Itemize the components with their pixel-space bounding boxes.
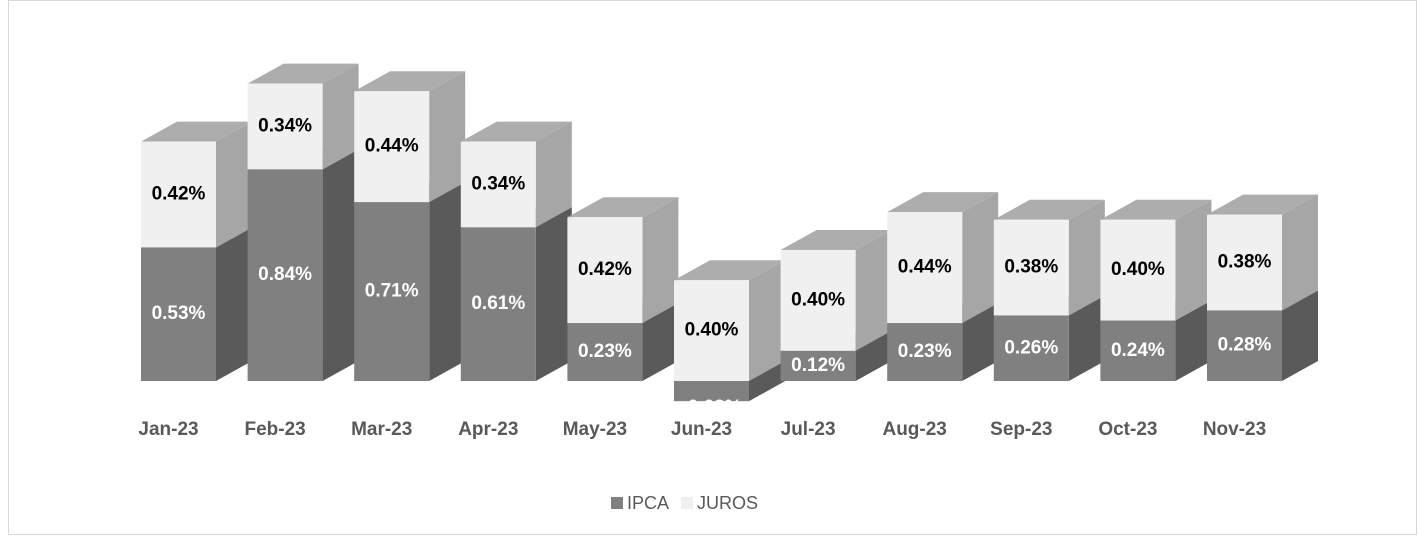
bar [460,227,536,381]
x-tick-label: Jul-23 [781,419,836,440]
bar [141,141,216,248]
bar-side [855,330,892,381]
data-label: 0.24% [1111,340,1165,361]
data-label: 0.42% [152,184,206,205]
bar-side [749,361,785,402]
bar [674,381,749,402]
bar [1100,320,1176,381]
x-tick-label: Aug-23 [882,419,946,440]
data-label: 0.26% [1004,337,1058,358]
legend-label: JUROS [697,493,758,513]
bar [674,280,749,381]
bar [247,169,323,381]
bar [354,91,430,203]
x-tick-label: Oct-23 [1098,419,1157,440]
bar-side [1175,300,1212,381]
bar [993,315,1069,381]
bar-side [535,121,572,228]
bar [354,202,430,381]
data-label: 0.84% [258,264,312,285]
bar [567,217,643,324]
bar [1207,214,1282,311]
data-label: 0.23% [898,341,952,362]
bar [780,350,856,381]
x-tick-label: Sep-23 [990,419,1052,440]
bar [141,247,216,381]
data-label: -0.08% [681,397,741,418]
bar-top [1207,194,1318,215]
bar-side [1068,199,1105,316]
bar-side [749,260,785,381]
bar [887,323,963,381]
bar-top [247,63,359,84]
bar-side [322,149,359,381]
bar-side [1282,194,1318,311]
bar-side [216,227,252,381]
bar-top [354,71,466,92]
x-tick-label: Jun-23 [671,419,732,440]
bar [887,212,963,324]
bar-side [1282,290,1318,381]
data-label: 0.42% [578,259,632,280]
bar-side [962,303,999,381]
x-tick-label: Nov-23 [1203,419,1266,440]
x-tick-label: Feb-23 [244,419,305,440]
x-tick-label: Mar-23 [351,419,412,440]
bar-side [322,63,359,170]
data-label: 0.38% [1218,252,1272,273]
x-tick-label: May-23 [563,419,627,440]
data-label: 0.40% [685,320,739,341]
bar-top [1100,199,1212,220]
data-label: 0.34% [471,173,525,194]
bar [1207,310,1282,381]
bar-side [642,303,679,381]
bar-top [993,199,1105,220]
data-label: 0.38% [1004,257,1058,278]
bar-side [429,71,466,203]
data-label: 0.40% [791,289,845,310]
bar-top [674,260,785,281]
legend-swatch [681,497,694,509]
bar-side [216,121,252,248]
bar-side [535,207,572,381]
bar [780,249,856,351]
bar [567,323,643,381]
bar [993,219,1069,316]
x-tick-label: Jan-23 [138,419,198,440]
legend-label: IPCA [627,493,669,513]
data-label: 0.12% [791,355,845,376]
bar-top [780,229,892,250]
bar-side [962,192,999,324]
bar [247,83,323,170]
data-label: 0.34% [258,115,312,136]
data-label: 0.23% [578,341,632,362]
bar-side [429,182,466,381]
data-label: 0.61% [471,293,525,314]
bar-top [567,197,679,218]
bar [460,141,536,228]
bar-top [887,192,999,213]
data-label: 0.44% [365,136,419,157]
x-tick-label: Apr-23 [458,419,518,440]
bar [1100,219,1176,321]
bar-side [1068,295,1105,381]
legend-swatch [611,497,623,509]
data-label: 0.44% [898,257,952,278]
bar-top [460,121,572,142]
bar-side [642,197,679,324]
data-label: 0.71% [365,281,419,302]
data-label: 0.28% [1218,335,1272,356]
bar-side [855,229,892,351]
bar-top [141,121,252,142]
bar-side [1175,199,1212,321]
data-label: 0.40% [1111,259,1165,280]
data-label: 0.53% [152,303,206,324]
